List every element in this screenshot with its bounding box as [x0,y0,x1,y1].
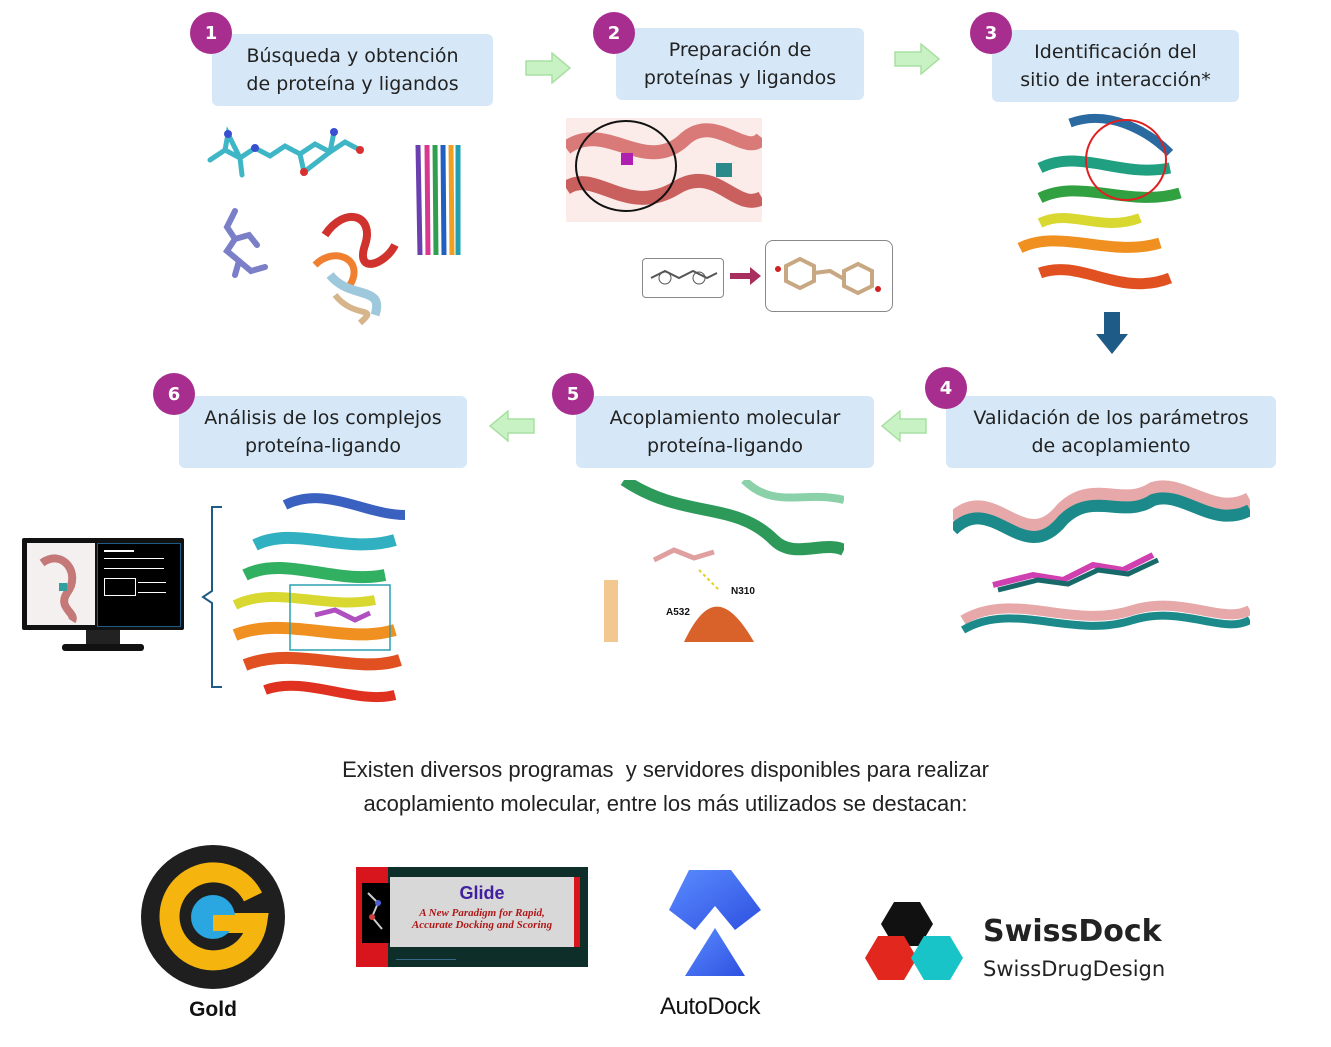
step-1-line2: de proteína y ligandos [246,73,459,95]
step-5-badge: 5 [552,373,594,415]
docking-pose-illustration: A532 N310 [604,480,844,642]
glide-title: Glide [459,883,505,903]
arrow-right-icon [893,43,941,75]
step-4-line2: de acoplamiento [1031,435,1191,457]
step-2-box: Preparación de proteínas y ligandos [616,28,864,100]
protein-preparation-illustration [566,118,762,222]
step-3-line1: Identificación del [1034,41,1197,63]
step-3-line2: sitio de interacción* [1020,69,1211,91]
step-2-badge: 2 [593,12,635,54]
step-6-box: Análisis de los complejos proteína-ligan… [179,396,467,468]
binding-site-protein-illustration [1017,114,1182,290]
arrow-left-icon [488,410,536,442]
step-6-line2: proteína-ligando [244,435,402,457]
residue-label-b: N310 [731,586,755,597]
helix-bundle-illustration [415,144,461,256]
step-5-box: Acoplamiento molecular proteína-ligando [576,396,874,468]
autodock-label: AutoDock [659,993,761,1020]
step-5-line2: proteína-ligando [646,435,804,457]
ligand-3d-structure-illustration [765,240,893,312]
step-1-box: Búsqueda y obtención de proteína y ligan… [212,34,493,106]
step-2-line1: Preparación de [668,39,812,61]
step-4-badge: 4 [925,367,967,409]
arrow-right-icon [730,266,762,291]
caption-line-2: acoplamiento molecular, entre los más ut… [363,791,968,816]
glide-subtitle-1: A New Paradigm for Rapid, [419,907,545,919]
ligand-molecule-1-illustration [207,126,364,178]
swissdock-logo [864,900,968,992]
arrow-left-icon [880,410,928,442]
step-3-box: Identificación del sitio de interacción* [992,30,1239,102]
step-4-box: Validación de los parámetros de acoplami… [946,396,1276,468]
step-6-badge: 6 [153,373,195,415]
residue-label-a: A532 [666,607,690,618]
step-3-badge: 3 [970,12,1012,54]
protein-ribbon-illustration [312,212,399,325]
glide-subtitle-2: Accurate Docking and Scoring [411,919,553,931]
arrow-down-icon [1094,310,1130,356]
step-4-line1: Validación de los parámetros [973,407,1249,429]
step-5-line1: Acoplamiento molecular [609,407,841,429]
ligand-molecule-2-illustration [223,208,268,278]
ligand-2d-structure-illustration [642,258,724,298]
gold-label: Gold [189,998,237,1021]
step-6-line1: Análisis de los complejos [204,407,442,429]
gold-logo [141,845,285,989]
step-1-badge: 1 [190,12,232,54]
step-1-line1: Búsqueda y obtención [246,45,459,67]
glide-logo: Glide A New Paradigm for Rapid, Accurate… [356,867,588,967]
caption-line-1: Existen diversos programas y servidores … [342,757,989,782]
arrow-right-icon [524,52,572,84]
protein-ligand-complex-illustration [232,493,406,703]
bracket-icon [201,506,222,688]
validation-overlay-illustration [953,480,1250,641]
autodock-logo [665,866,765,986]
monitor-icon [22,538,184,653]
swissdock-title: SwissDock [983,914,1162,949]
step-2-line2: proteínas y ligandos [643,67,837,89]
swissdock-subtitle: SwissDrugDesign [983,957,1166,981]
